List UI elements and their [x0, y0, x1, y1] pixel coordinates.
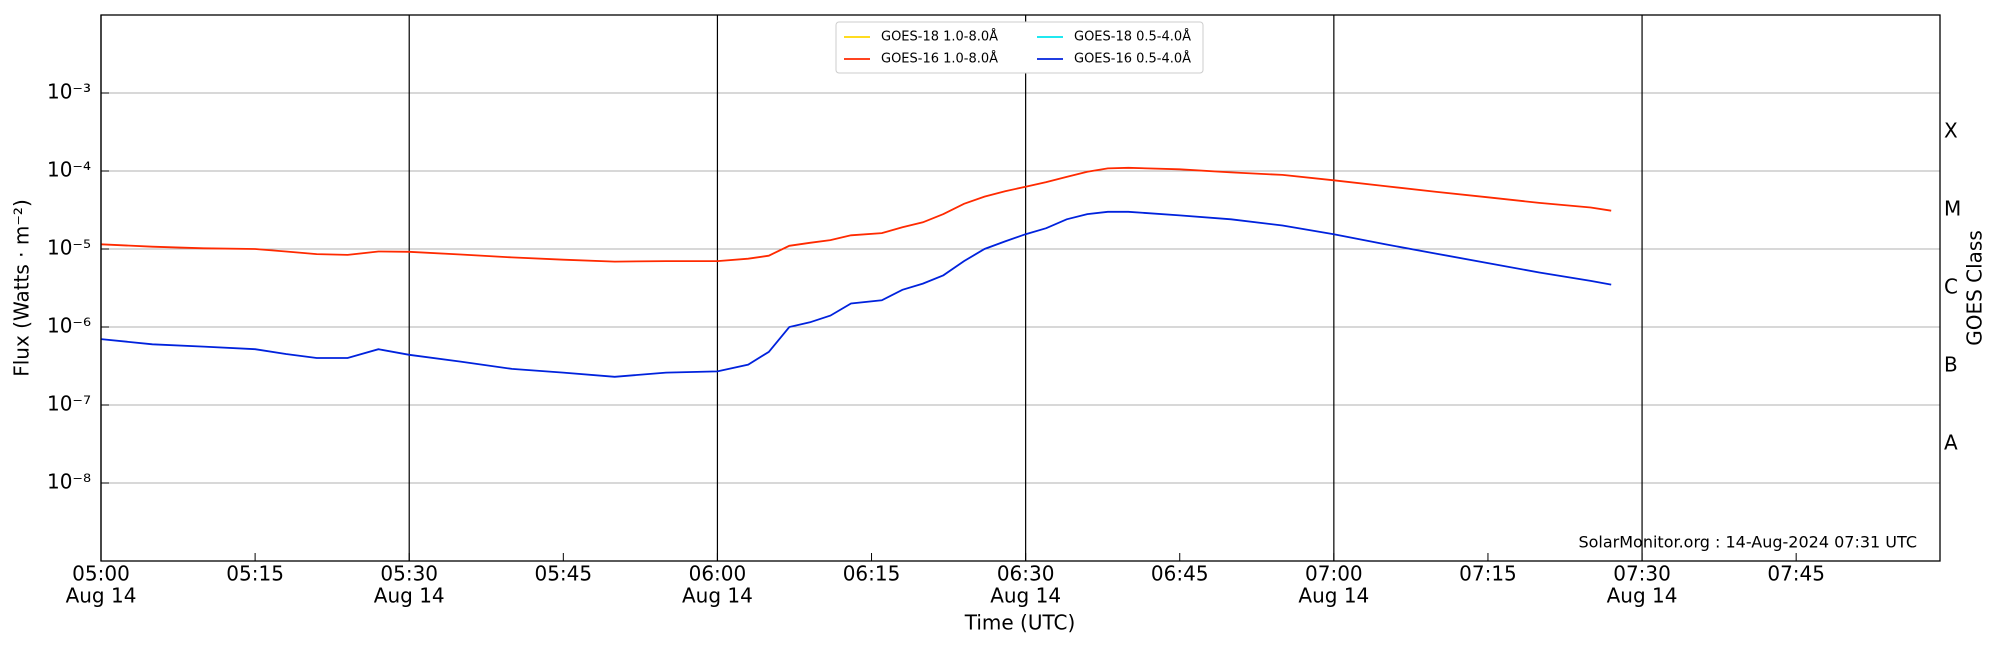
y-tick-label: 10⁻⁶ [47, 314, 91, 338]
annotation: SolarMonitor.org : 14-Aug-2024 07:31 UTC [1578, 533, 1917, 552]
legend-label: GOES-16 0.5-4.0Å [1074, 51, 1191, 67]
y-tick-label: 10⁻⁴ [47, 158, 91, 182]
x-tick-date: Aug 14 [990, 584, 1061, 608]
y-tick-label: 10⁻⁸ [47, 470, 91, 494]
y2-tick-label: B [1944, 353, 1958, 377]
y2-tick-label: A [1944, 431, 1958, 455]
x-tick-date: Aug 14 [682, 584, 753, 608]
x-tick-label: 06:15 [843, 562, 901, 586]
x-tick-label: 05:30 [380, 562, 438, 586]
x-tick-date: Aug 14 [1607, 584, 1678, 608]
x-tick-label: 06:30 [997, 562, 1055, 586]
y-tick-label: 10⁻⁵ [47, 236, 91, 260]
y-tick-label: 10⁻³ [47, 80, 91, 104]
series-line [100, 210, 1612, 378]
x-tick-label: 05:00 [72, 562, 130, 586]
legend-label: GOES-16 1.0-8.0Å [881, 51, 998, 67]
x-tick-label: 07:00 [1305, 562, 1363, 586]
y2-tick-label: M [1944, 197, 1961, 221]
y2-axis-label: GOES Class [1963, 230, 1987, 346]
x-tick-label: 05:45 [534, 562, 592, 586]
legend-box [835, 21, 1204, 74]
y-axis-label: Flux (Watts · m⁻²) [10, 199, 34, 377]
x-tick-date: Aug 14 [374, 584, 445, 608]
x-tick-label: 06:00 [689, 562, 747, 586]
x-tick-label: 07:15 [1459, 562, 1517, 586]
x-tick-label: 07:45 [1767, 562, 1825, 586]
legend-label: GOES-18 1.0-8.0Å [881, 29, 998, 45]
x-tick-label: 05:15 [226, 562, 284, 586]
y2-tick-label: C [1944, 275, 1958, 299]
x-tick-date: Aug 14 [66, 584, 137, 608]
y-tick-label: 10⁻⁷ [47, 392, 91, 416]
x-tick-date: Aug 14 [1298, 584, 1369, 608]
y2-tick-label: X [1944, 119, 1958, 143]
x-axis-label: Time (UTC) [964, 611, 1076, 635]
plot-frame [100, 14, 1941, 562]
series-line [100, 166, 1612, 263]
x-tick-label: 06:45 [1151, 562, 1209, 586]
x-tick-label: 07:30 [1613, 562, 1671, 586]
legend-label: GOES-18 0.5-4.0Å [1074, 29, 1191, 45]
